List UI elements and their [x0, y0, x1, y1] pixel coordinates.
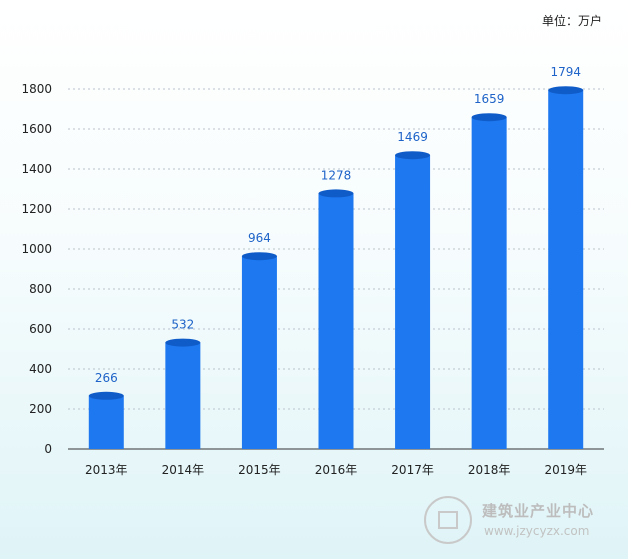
y-tick-label: 200	[29, 402, 52, 416]
y-tick-label: 1600	[21, 122, 52, 136]
data-label: 532	[171, 318, 194, 332]
bar-top	[318, 189, 354, 198]
data-label: 964	[248, 231, 271, 245]
unit-label: 单位：万户	[541, 14, 602, 28]
bar-top	[88, 391, 124, 400]
x-tick-label: 2019年	[544, 463, 587, 477]
bar-top	[548, 86, 584, 95]
x-tick-label: 2016年	[315, 463, 358, 477]
bar	[88, 395, 124, 449]
y-tick-label: 1000	[21, 242, 52, 256]
y-tick-label: 600	[29, 322, 52, 336]
watermark-seal-icon	[424, 496, 472, 544]
y-tick-label: 0	[44, 442, 52, 456]
data-label: 1278	[321, 168, 352, 182]
x-tick-label: 2014年	[162, 463, 205, 477]
bar	[165, 342, 201, 449]
data-label: 1794	[550, 65, 581, 79]
bar	[548, 90, 584, 449]
bar	[318, 193, 354, 449]
y-tick-label: 1200	[21, 202, 52, 216]
watermark: 建筑业产业中心 www.jzycyzx.com	[424, 492, 610, 548]
bar-top	[165, 338, 201, 347]
bar	[395, 155, 431, 449]
data-label: 1469	[397, 130, 428, 144]
y-tick-label: 1400	[21, 162, 52, 176]
y-tick-label: 800	[29, 282, 52, 296]
bar-top	[471, 113, 507, 122]
bar	[471, 117, 507, 449]
x-tick-label: 2018年	[468, 463, 511, 477]
x-tick-label: 2013年	[85, 463, 128, 477]
y-tick-label: 1800	[21, 82, 52, 96]
x-tick-label: 2015年	[238, 463, 281, 477]
bar-top	[241, 252, 277, 261]
data-label: 266	[95, 371, 118, 385]
bar-top	[395, 151, 431, 160]
y-tick-label: 400	[29, 362, 52, 376]
watermark-name: 建筑业产业中心	[482, 502, 595, 520]
x-tick-label: 2017年	[391, 463, 434, 477]
watermark-url: www.jzycyzx.com	[484, 524, 590, 538]
bar	[241, 256, 277, 449]
data-label: 1659	[474, 92, 505, 106]
